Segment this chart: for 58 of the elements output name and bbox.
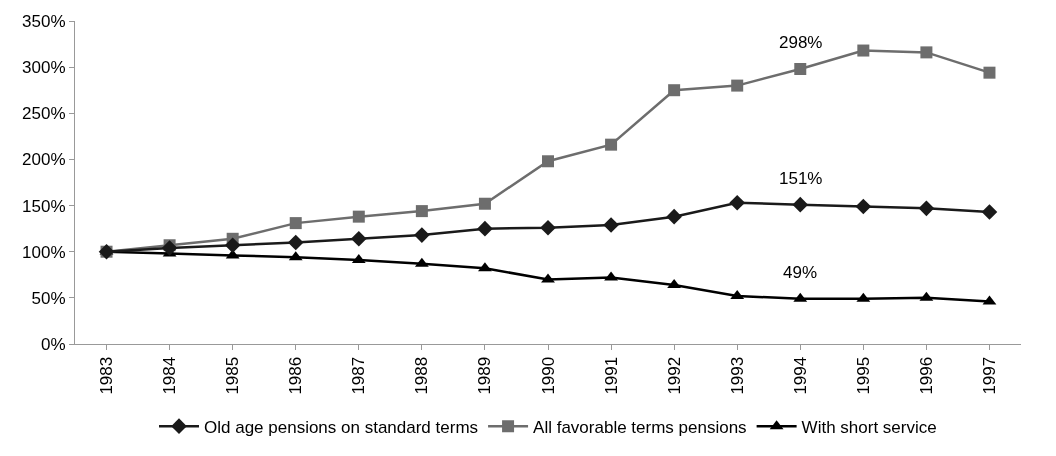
y-tick-label: 0%: [41, 334, 66, 354]
y-tick-label: 250%: [22, 104, 66, 124]
x-tick-label: 1992: [664, 356, 684, 395]
point: [604, 271, 618, 281]
x-tick-label: 1983: [97, 356, 117, 395]
x-tick-label: 1989: [475, 356, 495, 395]
point: [855, 198, 872, 215]
point: [920, 46, 933, 59]
point: [918, 200, 935, 217]
point: [792, 196, 809, 213]
annotation: 49%: [783, 263, 818, 282]
x-tick-label: 1996: [916, 356, 936, 395]
x-tick-label: 1988: [412, 356, 432, 395]
point: [794, 62, 807, 75]
x-tick-label: 1991: [601, 356, 621, 395]
point: [161, 240, 178, 256]
point: [666, 208, 682, 225]
legend-label: All favorable terms pensions: [533, 417, 747, 437]
y-tick-label: 300%: [22, 58, 66, 78]
point: [731, 79, 744, 92]
y-tick-label: 350%: [22, 11, 66, 31]
y-tick-label: 50%: [31, 288, 66, 308]
point: [541, 273, 555, 283]
legend-label: Old age pensions on standard terms: [204, 417, 479, 437]
point: [289, 217, 302, 230]
point: [224, 237, 241, 254]
y-tick-label: 100%: [22, 242, 66, 262]
legend-label: With short service: [801, 417, 937, 437]
point: [415, 205, 428, 218]
point: [478, 262, 492, 272]
point: [351, 230, 367, 247]
point: [729, 195, 745, 211]
point: [477, 220, 493, 237]
annotation: 151%: [779, 169, 823, 188]
x-tick-label: 1990: [538, 356, 558, 395]
point: [983, 66, 996, 79]
point: [287, 234, 304, 251]
point: [857, 44, 870, 57]
x-tick-label: 1985: [223, 356, 243, 395]
x-tick-label: 1987: [349, 356, 369, 395]
x-tick-label: 1986: [286, 356, 306, 395]
point: [352, 210, 365, 223]
annotation: 298%: [779, 33, 823, 52]
x-tick-label: 1994: [790, 356, 810, 395]
point: [668, 84, 681, 97]
point: [542, 155, 554, 168]
point: [981, 204, 998, 220]
point: [603, 217, 619, 233]
point: [540, 219, 556, 236]
point: [605, 138, 618, 151]
y-tick-label: 200%: [22, 150, 66, 170]
x-tick-label: 1997: [979, 356, 999, 395]
point: [414, 227, 430, 243]
x-tick-label: 1984: [160, 356, 180, 395]
y-tick-label: 150%: [22, 196, 66, 216]
x-tick-label: 1993: [727, 356, 747, 395]
x-tick-label: 1995: [853, 356, 873, 395]
point: [478, 197, 491, 210]
